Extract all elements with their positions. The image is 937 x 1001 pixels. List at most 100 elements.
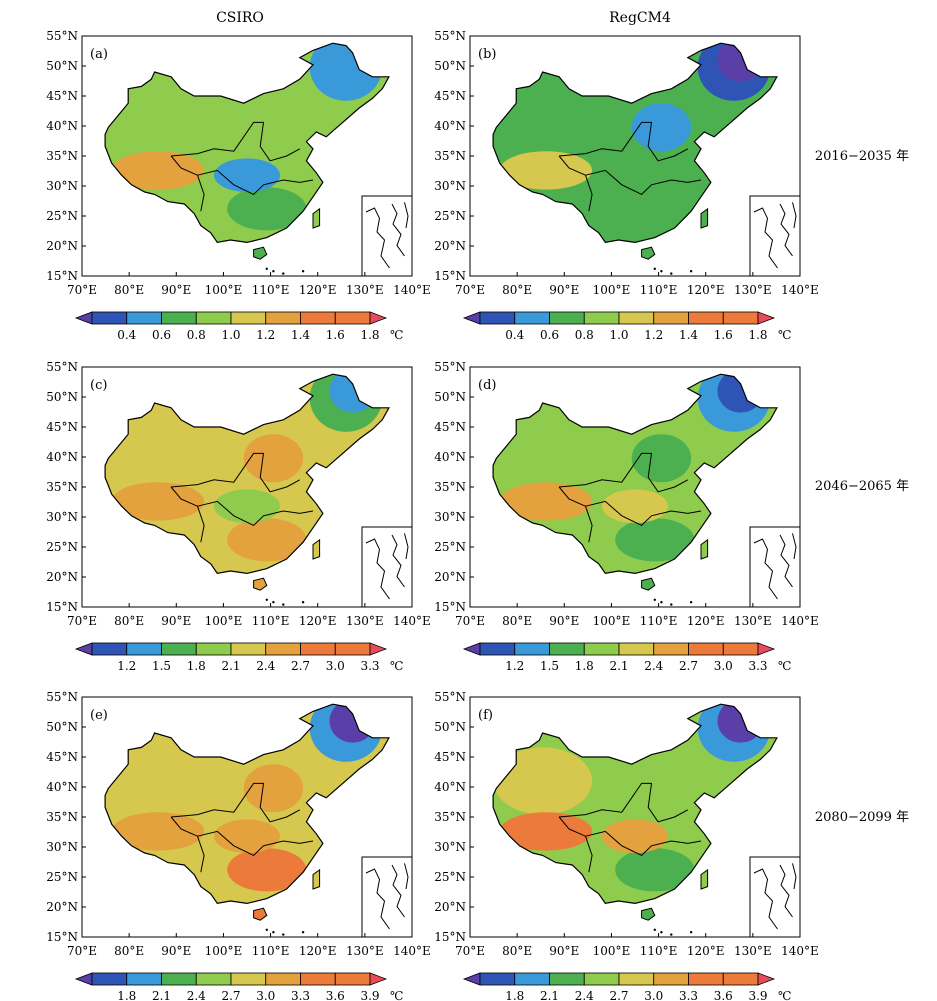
colorbar-segment — [334, 311, 371, 325]
lat-tick-label: 45°N — [434, 89, 466, 103]
colorbar-segment — [91, 311, 128, 325]
lon-tick-label: 90°E — [161, 614, 191, 628]
colorbar-tick-label: 1.0 — [221, 328, 240, 342]
river-line — [197, 500, 314, 527]
field-west — [493, 417, 593, 485]
inset-coastline — [404, 863, 409, 890]
colorbar-tick-label: 3.0 — [256, 989, 275, 1001]
hainan-island — [253, 577, 268, 591]
river-line — [197, 169, 314, 196]
lon-tick-label: 70°E — [455, 283, 485, 297]
colorbar-tick-label: 3.9 — [748, 989, 767, 1001]
lon-tick-label: 120°E — [687, 614, 725, 628]
lat-tick-label: 45°N — [434, 750, 466, 764]
colorbar-tick-label: 1.8 — [187, 659, 206, 673]
lat-tick-label: 30°N — [46, 179, 78, 193]
colorbar-tick-label: 2.1 — [152, 989, 171, 1001]
island-dot — [265, 267, 268, 270]
colorbar-tick-label: 1.2 — [644, 328, 663, 342]
lat-tick-label: 20°N — [46, 239, 78, 253]
colorbar-max-arrow — [369, 972, 388, 986]
island-dot — [282, 603, 285, 606]
lat-tick-label: 25°N — [46, 540, 78, 554]
colorbar-segment — [195, 642, 232, 656]
river-line — [558, 816, 593, 873]
colorbar-segment — [265, 311, 301, 325]
colorbar-max-arrow — [369, 311, 388, 325]
field-south — [615, 518, 695, 562]
colorbar-segment — [91, 972, 128, 986]
colorbar-segment — [688, 642, 724, 656]
colorbar-segment — [722, 311, 759, 325]
column-title-csiro: CSIRO — [216, 10, 264, 26]
lat-tick-label: 15°N — [46, 930, 78, 944]
lat-tick-label: 15°N — [46, 269, 78, 283]
lon-tick-label: 110°E — [252, 944, 290, 958]
colorbar-2: 1.2 1.5 1.8 2.1 2.4 2.7 3.0 3.3 ℃ — [74, 642, 403, 673]
colorbar-min-arrow — [462, 311, 481, 325]
hainan-island — [641, 246, 656, 260]
hainan-island — [253, 246, 268, 260]
inset-coastline — [391, 203, 405, 257]
field-west — [105, 747, 205, 815]
river-line — [585, 500, 702, 527]
colorbar-1: 0.4 0.6 0.8 1.0 1.2 1.4 1.6 1.8 ℃ — [462, 311, 791, 342]
china-outline — [104, 42, 390, 244]
river-line — [171, 452, 301, 493]
colorbar-segment — [722, 972, 759, 986]
inset-coastline — [779, 534, 793, 588]
colorbar-max-arrow — [369, 642, 388, 656]
colorbar-0: 0.4 0.6 0.8 1.0 1.2 1.4 1.6 1.8 ℃ — [74, 311, 403, 342]
island-dot — [689, 270, 693, 273]
colorbar-segment — [514, 972, 550, 986]
lon-tick-label: 120°E — [299, 944, 337, 958]
lat-tick-label: 15°N — [434, 269, 466, 283]
colorbar-tick-label: 0.4 — [505, 328, 524, 342]
colorbar-segment — [300, 972, 336, 986]
lon-tick-label: 120°E — [687, 944, 725, 958]
colorbar-tick-label: 3.6 — [326, 989, 345, 1001]
lon-tick-label: 70°E — [67, 283, 97, 297]
lon-tick-label: 130°E — [346, 614, 384, 628]
colorbar-tick-label: 3.6 — [714, 989, 733, 1001]
colorbar-tick-label: 1.6 — [714, 328, 733, 342]
panel-label: (e) — [90, 708, 108, 723]
colorbar-tick-label: 1.5 — [152, 659, 171, 673]
south-china-sea-inset — [361, 526, 413, 608]
colorbar-segment — [514, 311, 550, 325]
island-dot — [272, 270, 275, 273]
colorbar-segment — [549, 972, 585, 986]
colorbar-tick-label: 1.6 — [326, 328, 345, 342]
colorbar-tick-label: 1.2 — [117, 659, 136, 673]
inset-coastline — [391, 534, 405, 588]
colorbar-unit: ℃ — [778, 989, 791, 1001]
colorbar-tick-label: 3.0 — [714, 659, 733, 673]
taiwan-island — [312, 868, 321, 890]
lon-tick-label: 120°E — [299, 283, 337, 297]
field-central — [602, 158, 668, 192]
lat-tick-label: 35°N — [434, 480, 466, 494]
lon-tick-label: 140°E — [393, 614, 431, 628]
lon-tick-label: 140°E — [393, 944, 431, 958]
colorbar-tick-label: 1.4 — [679, 328, 698, 342]
lat-tick-label: 40°N — [46, 119, 78, 133]
row-label-2080-2099: 2080−2099 年 — [815, 810, 909, 825]
lat-tick-label: 35°N — [434, 810, 466, 824]
lon-tick-label: 110°E — [640, 283, 678, 297]
colorbar-tick-label: 1.2 — [256, 328, 275, 342]
lat-tick-label: 40°N — [46, 780, 78, 794]
south-china-sea-inset — [749, 195, 801, 277]
lat-tick-label: 55°N — [434, 360, 466, 374]
china-outline — [492, 703, 778, 905]
lon-tick-label: 70°E — [455, 944, 485, 958]
panel-label: (f) — [478, 708, 493, 723]
island-dot — [670, 933, 673, 936]
south-china-sea-inset — [749, 526, 801, 608]
inset-coastline — [792, 202, 797, 229]
field-north-china — [243, 103, 304, 152]
river-line — [170, 486, 205, 543]
lat-tick-label: 50°N — [46, 59, 78, 73]
river-line — [585, 830, 702, 857]
inset-coastline — [779, 203, 793, 257]
river-line — [585, 169, 702, 196]
